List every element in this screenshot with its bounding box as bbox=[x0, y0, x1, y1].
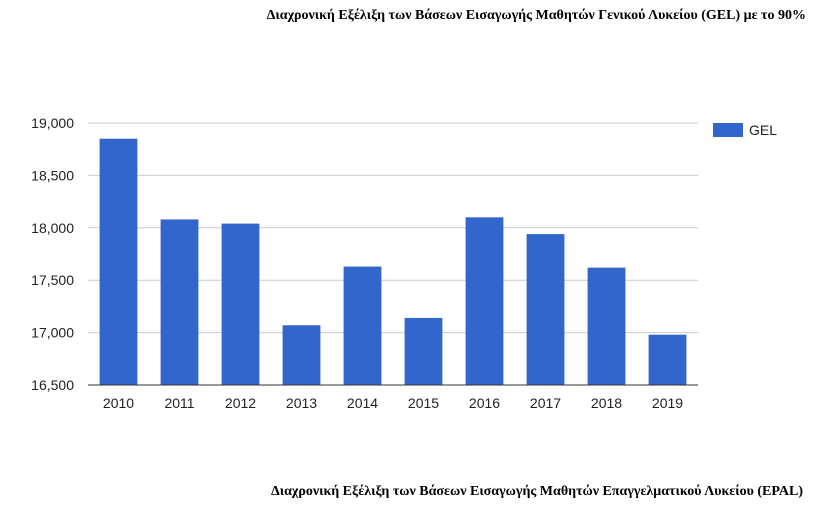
bar bbox=[526, 234, 565, 385]
y-tick-label: 17,500 bbox=[31, 272, 74, 288]
bar bbox=[404, 317, 443, 385]
x-tick-label: 2017 bbox=[530, 395, 561, 411]
x-tick-label: 2012 bbox=[225, 395, 256, 411]
bar bbox=[587, 267, 626, 385]
x-tick-label: 2016 bbox=[469, 395, 500, 411]
bar bbox=[648, 334, 687, 385]
x-tick-label: 2015 bbox=[408, 395, 439, 411]
next-chart-title: Διαχρονική Εξέλιξη των Βάσεων Εισαγωγής … bbox=[270, 484, 803, 499]
bar bbox=[282, 325, 321, 385]
bar bbox=[221, 223, 260, 385]
legend-label: GEL bbox=[749, 122, 777, 138]
x-tick-label: 2019 bbox=[652, 395, 683, 411]
y-tick-label: 16,500 bbox=[31, 377, 74, 393]
x-tick-label: 2013 bbox=[286, 395, 317, 411]
chart-title: Διαχρονική Εξέλιξη των Βάσεων Εισαγωγής … bbox=[266, 8, 806, 23]
bar bbox=[465, 217, 504, 385]
y-tick-label: 18,500 bbox=[31, 167, 74, 183]
y-tick-label: 17,000 bbox=[31, 325, 74, 341]
x-tick-label: 2010 bbox=[103, 395, 134, 411]
x-tick-label: 2014 bbox=[347, 395, 378, 411]
bar bbox=[343, 266, 382, 385]
y-tick-label: 19,000 bbox=[31, 115, 74, 131]
bar bbox=[160, 219, 199, 385]
y-tick-label: 18,000 bbox=[31, 220, 74, 236]
bar bbox=[99, 138, 138, 385]
legend-swatch bbox=[713, 123, 743, 137]
x-tick-label: 2011 bbox=[164, 395, 194, 411]
x-tick-label: 2018 bbox=[591, 395, 622, 411]
